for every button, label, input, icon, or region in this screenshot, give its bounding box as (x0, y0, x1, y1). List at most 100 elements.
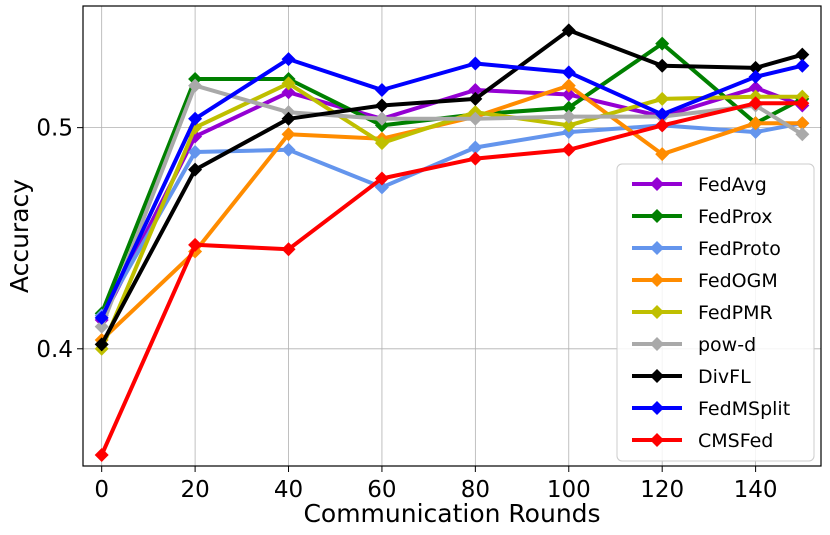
legend-entry-pow-d: pow-d (632, 334, 756, 356)
data-point-fedmsplit (561, 65, 576, 80)
data-point-fedprox (561, 100, 576, 115)
legend-label: FedProx (698, 206, 772, 228)
data-point-cmsfed (748, 96, 763, 111)
data-point-divfl (188, 162, 203, 177)
axis-ticks: 0 20 40 60 80 100 120 140 0.4 0.5 (36, 116, 777, 503)
data-point-cmsfed (281, 242, 296, 257)
data-point-divfl (374, 98, 389, 113)
legend-entries: FedAvg FedProx FedProto FedOGM FedPMR pow-d Di… (632, 174, 790, 452)
data-point-fedogm (748, 116, 763, 131)
data-point-fedavg (281, 85, 296, 100)
series-divfl (94, 23, 810, 352)
data-point-fedpmr (655, 91, 670, 106)
data-point-divfl (795, 47, 810, 62)
data-point-fedproto (188, 144, 203, 159)
data-point-fedmsplit (188, 111, 203, 126)
data-point-pow-d (795, 127, 810, 142)
legend-marker (650, 241, 664, 255)
data-point-cmsfed (655, 118, 670, 133)
x-tick-label: 100 (547, 477, 591, 503)
data-point-pow-d (94, 319, 109, 334)
legend-label: DivFL (698, 366, 751, 388)
data-point-fedogm (281, 127, 296, 142)
data-point-fedmsplit (748, 69, 763, 84)
legend-entry-fedproto: FedProto (632, 238, 781, 260)
data-point-cmsfed (795, 96, 810, 111)
x-tick-label: 20 (180, 477, 209, 503)
legend-entry-fedmsplit: FedMSplit (632, 398, 790, 420)
legend-label: FedPMR (698, 302, 773, 324)
legend-label: CMSFed (698, 430, 773, 452)
data-point-fedogm (795, 116, 810, 131)
legend-marker (650, 369, 664, 383)
data-point-fedpmr (281, 76, 296, 91)
legend: FedAvg FedProx FedProto FedOGM FedPMR pow-d Di… (616, 163, 815, 462)
data-point-pow-d (468, 111, 483, 126)
data-point-fedmsplit (655, 107, 670, 122)
data-point-cmsfed (374, 171, 389, 186)
data-point-fedpmr (561, 118, 576, 133)
y-tick-label: 0.4 (36, 337, 73, 363)
data-point-divfl (561, 23, 576, 38)
legend-entry-fedpmr: FedPMR (632, 302, 773, 324)
x-tick-label: 60 (367, 477, 396, 503)
legend-marker (650, 401, 664, 415)
data-point-cmsfed (468, 151, 483, 166)
series-cmsfed (94, 96, 810, 462)
legend-marker (650, 209, 664, 223)
data-point-fedmsplit (94, 310, 109, 325)
data-point-cmsfed (188, 237, 203, 252)
data-point-fedproto (281, 142, 296, 157)
x-tick-label: 80 (461, 477, 490, 503)
data-point-fedogm (655, 147, 670, 162)
x-axis-title: Communication Rounds (303, 499, 600, 528)
legend-marker (650, 177, 664, 191)
legend-box (616, 163, 815, 462)
data-point-fedprox (655, 36, 670, 51)
data-point-fedproto (468, 140, 483, 155)
legend-label: pow-d (698, 334, 756, 356)
data-point-fedproto (374, 180, 389, 195)
series-lines (94, 23, 810, 462)
legend-label: FedAvg (698, 174, 767, 196)
data-point-fedmsplit (795, 58, 810, 73)
legend-marker (650, 273, 664, 287)
data-point-divfl (468, 91, 483, 106)
data-point-pow-d (188, 78, 203, 93)
legend-label: FedOGM (698, 270, 778, 292)
plot-frame (82, 5, 822, 467)
legend-label: FedProto (698, 238, 781, 260)
data-point-fedmsplit (281, 52, 296, 67)
legend-marker (650, 305, 664, 319)
legend-entry-fedprox: FedProx (632, 206, 772, 228)
legend-label: FedMSplit (698, 398, 790, 420)
data-point-fedavg (748, 80, 763, 95)
legend-entry-cmsfed: CMSFed (632, 430, 773, 452)
data-point-divfl (94, 337, 109, 352)
x-tick-label: 140 (734, 477, 778, 503)
data-point-fedavg (468, 83, 483, 98)
legend-marker (650, 337, 664, 351)
legend-marker (650, 433, 664, 447)
y-tick-label: 0.5 (36, 116, 73, 142)
x-tick-label: 0 (94, 477, 109, 503)
x-tick-label: 120 (640, 477, 684, 503)
data-point-fedavg (561, 87, 576, 102)
data-point-cmsfed (561, 142, 576, 157)
data-point-fedpmr (374, 136, 389, 151)
data-point-pow-d (561, 109, 576, 124)
data-point-pow-d (374, 111, 389, 126)
legend-entry-divfl: DivFL (632, 366, 751, 388)
data-point-cmsfed (94, 447, 109, 462)
data-point-divfl (748, 60, 763, 75)
y-axis-title: Accuracy (5, 179, 34, 293)
legend-entry-fedogm: FedOGM (632, 270, 778, 292)
data-point-fedproto (748, 125, 763, 140)
data-point-fedmsplit (468, 56, 483, 71)
data-point-fedmsplit (374, 83, 389, 98)
legend-entry-fedavg: FedAvg (632, 174, 767, 196)
data-point-fedogm (561, 78, 576, 93)
series-fedmsplit (94, 52, 810, 325)
data-point-divfl (281, 111, 296, 126)
